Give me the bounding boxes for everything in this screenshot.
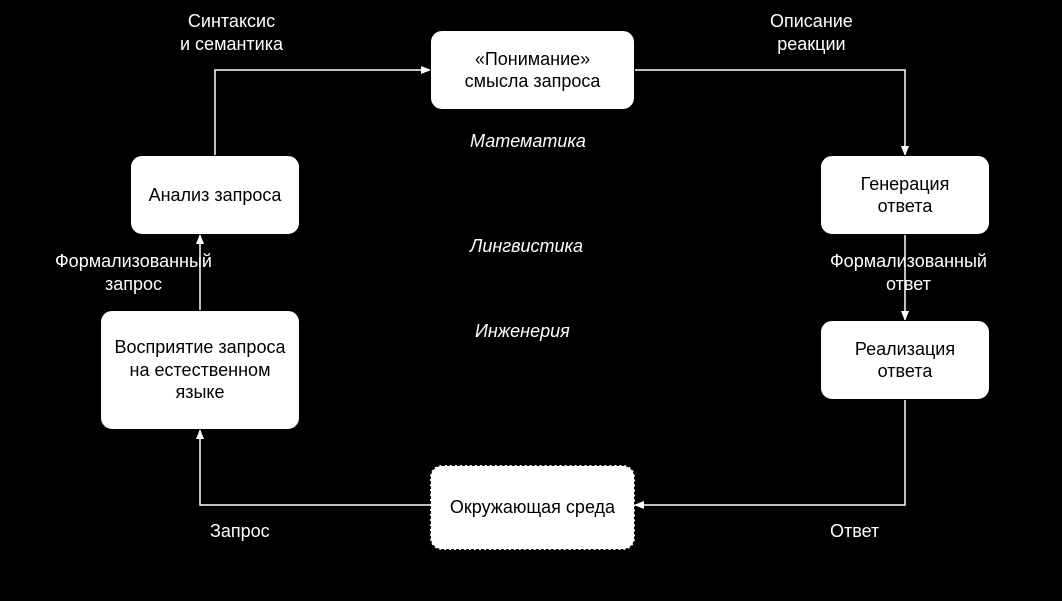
node-environment: Окружающая среда — [430, 465, 635, 550]
edge-realization-to-env — [635, 400, 905, 505]
edge-analysis-to-understanding — [215, 70, 430, 155]
center-label-math: Математика — [470, 130, 586, 153]
node-label: Реализация ответа — [831, 338, 979, 383]
node-label: «Понимание» смысла запроса — [441, 48, 624, 93]
edge-label-syntax: Синтаксис и семантика — [180, 10, 283, 55]
center-label-linguistics: Лингвистика — [470, 235, 583, 258]
node-perception: Восприятие запроса на естественном языке — [100, 310, 300, 430]
node-analysis: Анализ запроса — [130, 155, 300, 235]
edge-label-formal-query: Формализованный запрос — [55, 250, 212, 295]
edge-label-query: Запрос — [210, 520, 270, 543]
node-label: Восприятие запроса на естественном языке — [111, 336, 289, 404]
node-label: Генерация ответа — [831, 173, 979, 218]
edge-understanding-to-generation — [635, 70, 905, 155]
node-label: Окружающая среда — [450, 496, 615, 519]
node-realization: Реализация ответа — [820, 320, 990, 400]
node-label: Анализ запроса — [149, 184, 282, 207]
node-understanding: «Понимание» смысла запроса — [430, 30, 635, 110]
edge-label-description: Описание реакции — [770, 10, 853, 55]
edge-label-answer: Ответ — [830, 520, 879, 543]
diagram-canvas: Восприятие запроса на естественном языке… — [0, 0, 1062, 601]
edge-env-to-perception — [200, 430, 430, 505]
center-label-engineering: Инженерия — [475, 320, 570, 343]
edge-label-formal-answer: Формализованный ответ — [830, 250, 987, 295]
node-generation: Генерация ответа — [820, 155, 990, 235]
